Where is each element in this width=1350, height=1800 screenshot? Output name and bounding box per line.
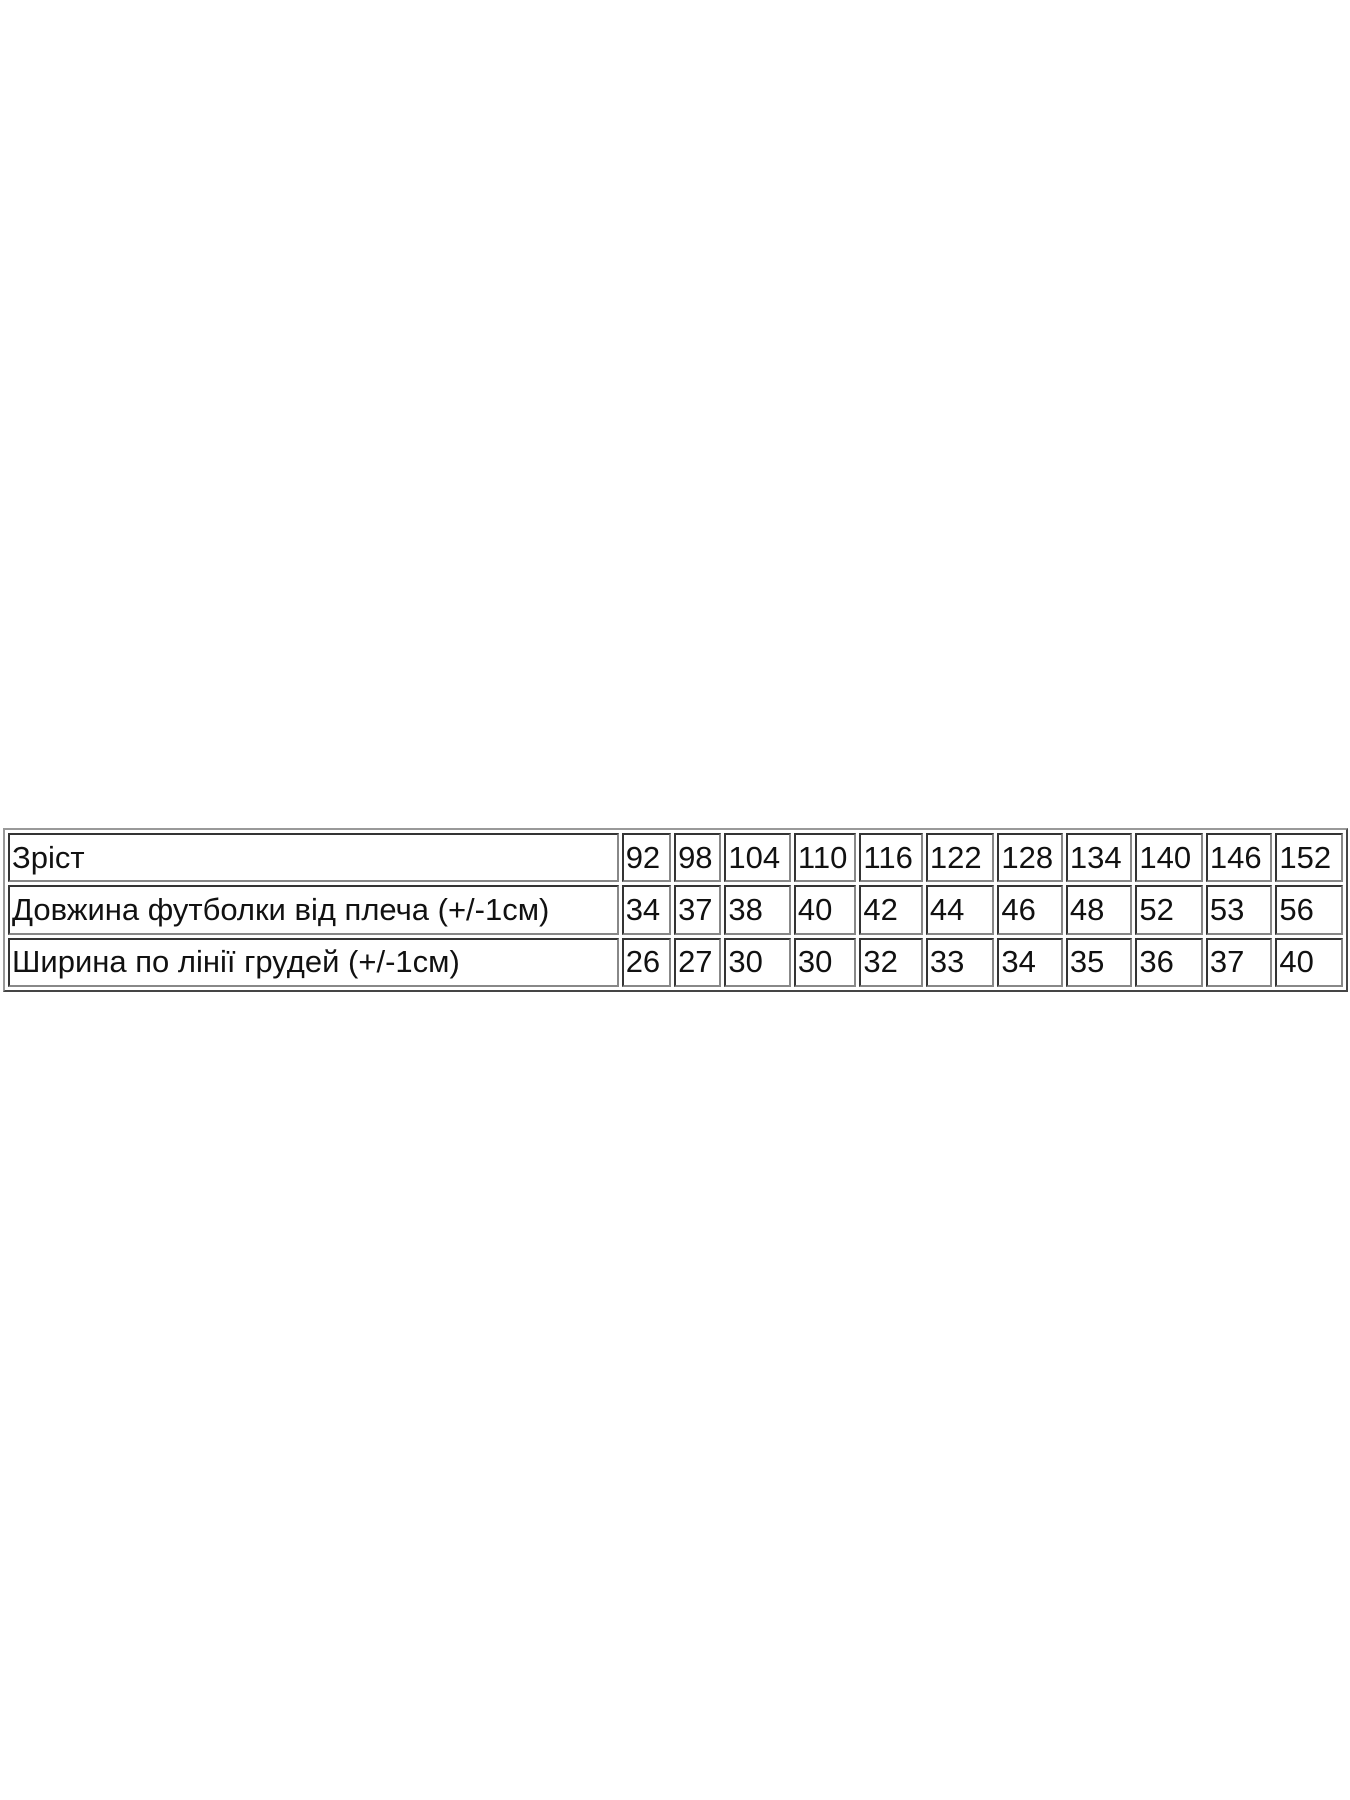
length-row: Довжина футболки від плеча (+/-1см) 34 37 3… [8, 885, 1343, 935]
table-cell: 37 [1205, 937, 1273, 987]
table-cell: 56 [1275, 885, 1343, 935]
table-cell: 36 [1135, 937, 1203, 987]
table-cell: 38 [724, 885, 791, 935]
table-cell: 116 [859, 833, 923, 883]
table-cell: 26 [621, 937, 672, 987]
table-cell: 40 [1275, 937, 1343, 987]
table-cell: 128 [997, 833, 1063, 883]
table-cell: 122 [925, 833, 995, 883]
table-cell: 34 [997, 937, 1063, 987]
table-cell: 34 [621, 885, 672, 935]
size-chart-table: Зріст 92 98 104 110 116 122 128 134 140 146 152 Довж… [3, 828, 1348, 992]
table-cell: 44 [925, 885, 995, 935]
table-cell: 42 [859, 885, 923, 935]
table-cell: 140 [1135, 833, 1203, 883]
row-label: Довжина футболки від плеча (+/-1см) [8, 885, 619, 935]
height-row: Зріст 92 98 104 110 116 122 128 134 140 146 152 [8, 833, 1343, 883]
table-cell: 27 [674, 937, 722, 987]
table-cell: 46 [997, 885, 1063, 935]
table-cell: 33 [925, 937, 995, 987]
row-label: Ширина по лінії грудей (+/-1см) [8, 937, 619, 987]
table-cell: 37 [674, 885, 722, 935]
table-cell: 32 [859, 937, 923, 987]
table-cell: 40 [793, 885, 857, 935]
table-cell: 98 [674, 833, 722, 883]
table-cell: 152 [1275, 833, 1343, 883]
table-cell: 52 [1135, 885, 1203, 935]
table-cell: 48 [1065, 885, 1133, 935]
row-label: Зріст [8, 833, 619, 883]
table-cell: 53 [1205, 885, 1273, 935]
table-cell: 92 [621, 833, 672, 883]
table-cell: 104 [724, 833, 791, 883]
table-cell: 146 [1205, 833, 1273, 883]
table-cell: 134 [1065, 833, 1133, 883]
chest-width-row: Ширина по лінії грудей (+/-1см) 26 27 30 30 3… [8, 937, 1343, 987]
table-cell: 110 [793, 833, 857, 883]
table-cell: 30 [724, 937, 791, 987]
table-cell: 30 [793, 937, 857, 987]
table-cell: 35 [1065, 937, 1133, 987]
